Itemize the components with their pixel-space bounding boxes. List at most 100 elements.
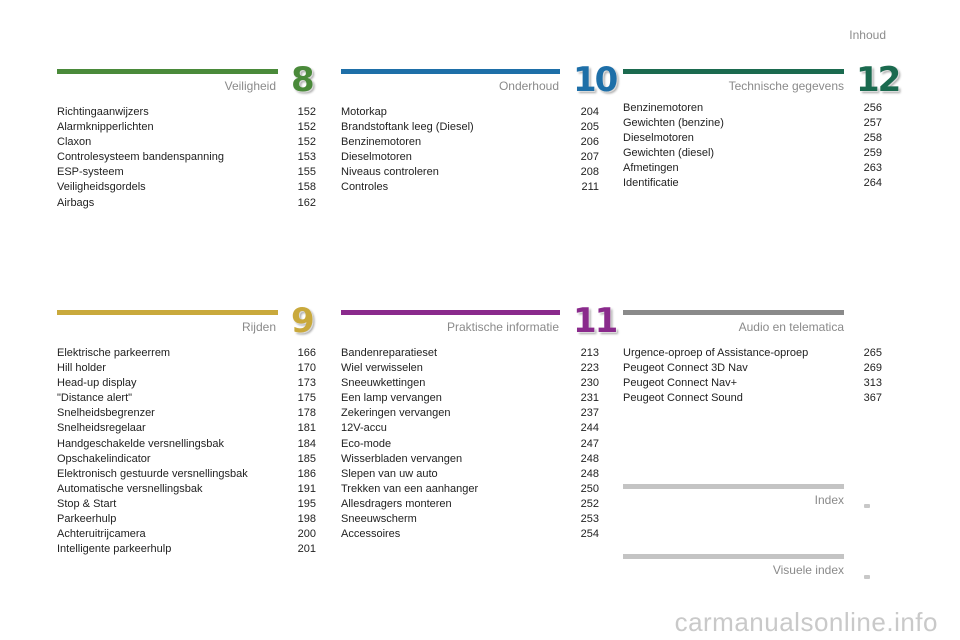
toc-entry-label: Slepen van uw auto <box>341 467 438 480</box>
toc-entry[interactable]: "Distance alert" 175 <box>57 391 316 406</box>
toc-entry[interactable]: Peugeot Connect 3D Nav 269 <box>623 361 882 376</box>
toc-entry-label: Niveaus controleren <box>341 166 439 179</box>
section-item-list: Motorkap 204 Brandstoftank leeg (Diesel) 20… <box>341 105 599 196</box>
toc-entry[interactable]: Identificatie 264 <box>623 176 882 191</box>
section-color-bar <box>57 310 278 315</box>
toc-entry[interactable]: Intelligente parkeerhulp 201 <box>57 542 316 557</box>
toc-entry-label: Zekeringen vervangen <box>341 407 451 420</box>
toc-entry-page: 185 <box>297 452 316 465</box>
toc-entry-page: 201 <box>297 543 316 556</box>
toc-entry[interactable]: Airbags 162 <box>57 196 316 211</box>
toc-entry-label: Urgence-oproep of Assistance-oproep <box>623 347 809 359</box>
toc-entry-page: 191 <box>297 482 316 495</box>
toc-entry[interactable]: Benzinemotoren 206 <box>341 135 599 150</box>
toc-entry[interactable]: Automatische versnellingsbak 191 <box>57 482 316 497</box>
section-title: Technische gegevens <box>728 79 844 93</box>
toc-entry[interactable]: Parkeerhulp 198 <box>57 512 316 527</box>
toc-entry-page: 248 <box>580 452 599 465</box>
section-number: 8 <box>291 60 315 100</box>
toc-entry[interactable]: Alarmknipperlichten 152 <box>57 120 316 135</box>
toc-entry[interactable]: Sneeuwkettingen 230 <box>341 376 599 391</box>
toc-entry-page: 264 <box>863 177 882 190</box>
toc-entry-label: Snelheidsregelaar <box>57 422 146 435</box>
toc-entry[interactable]: Peugeot Connect Sound 367 <box>623 391 882 406</box>
toc-entry-label: Hill holder <box>57 362 106 375</box>
toc-entry[interactable]: Slepen van uw auto 248 <box>341 467 599 482</box>
toc-entry[interactable]: Achteruitrijcamera 200 <box>57 527 316 542</box>
toc-entry[interactable]: Niveaus controleren 208 <box>341 165 599 180</box>
toc-entry[interactable]: Brandstoftank leeg (Diesel) 205 <box>341 120 599 135</box>
toc-entry-page: 184 <box>297 437 316 450</box>
toc-entry-page: 257 <box>863 117 882 130</box>
toc-entry[interactable]: ESP-systeem 155 <box>57 165 316 180</box>
toc-entry-page: 259 <box>863 147 882 160</box>
toc-entry-page: 250 <box>580 482 599 495</box>
toc-entry-page: 256 <box>863 102 882 114</box>
toc-entry[interactable]: Head-up display 173 <box>57 376 316 391</box>
toc-entry-label: Peugeot Connect Nav+ <box>623 377 738 390</box>
toc-entry[interactable]: Urgence-oproep of Assistance-oproep 265 <box>623 346 882 361</box>
toc-entry[interactable]: Gewichten (benzine) 257 <box>623 116 882 131</box>
toc-entry[interactable]: Afmetingen 263 <box>623 161 882 176</box>
toc-entry-label: Opschakelindicator <box>57 452 151 465</box>
section-item-list: Benzinemotoren 256 Gewichten (benzine) 257 D… <box>623 101 882 192</box>
toc-entry[interactable]: Snelheidsregelaar 181 <box>57 421 316 436</box>
toc-entry[interactable]: Accessoires 254 <box>341 527 599 542</box>
toc-entry[interactable]: Richtingaanwijzers 152 <box>57 105 316 120</box>
toc-entry-page: 200 <box>297 528 316 541</box>
toc-entry-label: Accessoires <box>341 528 401 541</box>
toc-entry-label: Dieselmotoren <box>623 132 694 145</box>
toc-entry[interactable]: Elektronisch gestuurde versnellingsbak 18… <box>57 467 316 482</box>
toc-entry-page: 178 <box>297 407 316 420</box>
toc-entry-label: Benzinemotoren <box>341 136 422 149</box>
toc-entry[interactable]: Opschakelindicator 185 <box>57 452 316 467</box>
toc-entry[interactable]: Zekeringen vervangen 237 <box>341 406 599 421</box>
toc-entry[interactable]: Controles 211 <box>341 180 599 195</box>
toc-entry-label: Controlesysteem bandenspanning <box>57 151 224 164</box>
toc-entry[interactable]: Stop & Start 195 <box>57 497 316 512</box>
toc-entry[interactable]: Motorkap 204 <box>341 105 599 120</box>
toc-entry[interactable]: Dieselmotoren 258 <box>623 131 882 146</box>
toc-entry[interactable]: Wisserbladen vervangen 248 <box>341 452 599 467</box>
toc-entry-page: 166 <box>297 347 316 359</box>
page-header-title: Inhoud <box>849 28 886 42</box>
toc-entry[interactable]: Elektrische parkeerrem 166 <box>57 346 316 361</box>
toc-entry[interactable]: Claxon 152 <box>57 135 316 150</box>
toc-entry-label: Allesdragers monteren <box>341 497 452 510</box>
toc-entry-label: Sneeuwscherm <box>341 513 417 526</box>
toc-entry-label: Afmetingen <box>623 162 679 175</box>
toc-entry-page: 269 <box>863 362 882 375</box>
toc-entry[interactable]: Dieselmotoren 207 <box>341 150 599 165</box>
toc-entry[interactable]: Snelheidsbegrenzer 178 <box>57 406 316 421</box>
toc-entry[interactable]: Bandenreparatieset 213 <box>341 346 599 361</box>
toc-entry-label: Peugeot Connect 3D Nav <box>623 362 748 375</box>
toc-entry[interactable]: Sneeuwscherm 253 <box>341 512 599 527</box>
toc-entry-page: 211 <box>581 181 599 194</box>
section-title: Veiligheid <box>224 79 276 93</box>
toc-entry[interactable]: Veiligheidsgordels 158 <box>57 180 316 195</box>
toc-entry-page: 204 <box>580 106 599 118</box>
toc-entry[interactable]: Handgeschakelde versnellingsbak 184 <box>57 437 316 452</box>
toc-entry[interactable]: Controlesysteem bandenspanning 153 <box>57 150 316 165</box>
toc-entry-label: Bandenreparatieset <box>341 347 438 359</box>
toc-entry[interactable]: Benzinemotoren 256 <box>623 101 882 116</box>
toc-entry[interactable]: Trekken van een aanhanger 250 <box>341 482 599 497</box>
toc-entry[interactable]: Eco-mode 247 <box>341 437 599 452</box>
toc-entry[interactable]: Een lamp vervangen 231 <box>341 391 599 406</box>
toc-entry-label: Controles <box>341 181 389 194</box>
toc-entry[interactable]: Gewichten (diesel) 259 <box>623 146 882 161</box>
toc-entry-page: 175 <box>297 392 316 405</box>
section-color-bar <box>623 69 844 74</box>
toc-entry-label: Gewichten (diesel) <box>623 147 715 160</box>
toc-entry-page: 155 <box>297 166 316 179</box>
toc-entry[interactable]: Allesdragers monteren 252 <box>341 497 599 512</box>
section-title: Praktische informatie <box>446 320 559 334</box>
toc-entry[interactable]: Hill holder 170 <box>57 361 316 376</box>
toc-entry-page: 237 <box>580 407 599 420</box>
toc-entry[interactable]: 12V-accu 244 <box>341 421 599 436</box>
toc-entry-label: Elektronisch gestuurde versnellingsbak <box>57 467 248 480</box>
toc-entry-page: 252 <box>580 497 599 510</box>
toc-entry-label: ESP-systeem <box>57 166 124 179</box>
toc-entry[interactable]: Wiel verwisselen 223 <box>341 361 599 376</box>
toc-entry[interactable]: Peugeot Connect Nav+ 313 <box>623 376 882 391</box>
